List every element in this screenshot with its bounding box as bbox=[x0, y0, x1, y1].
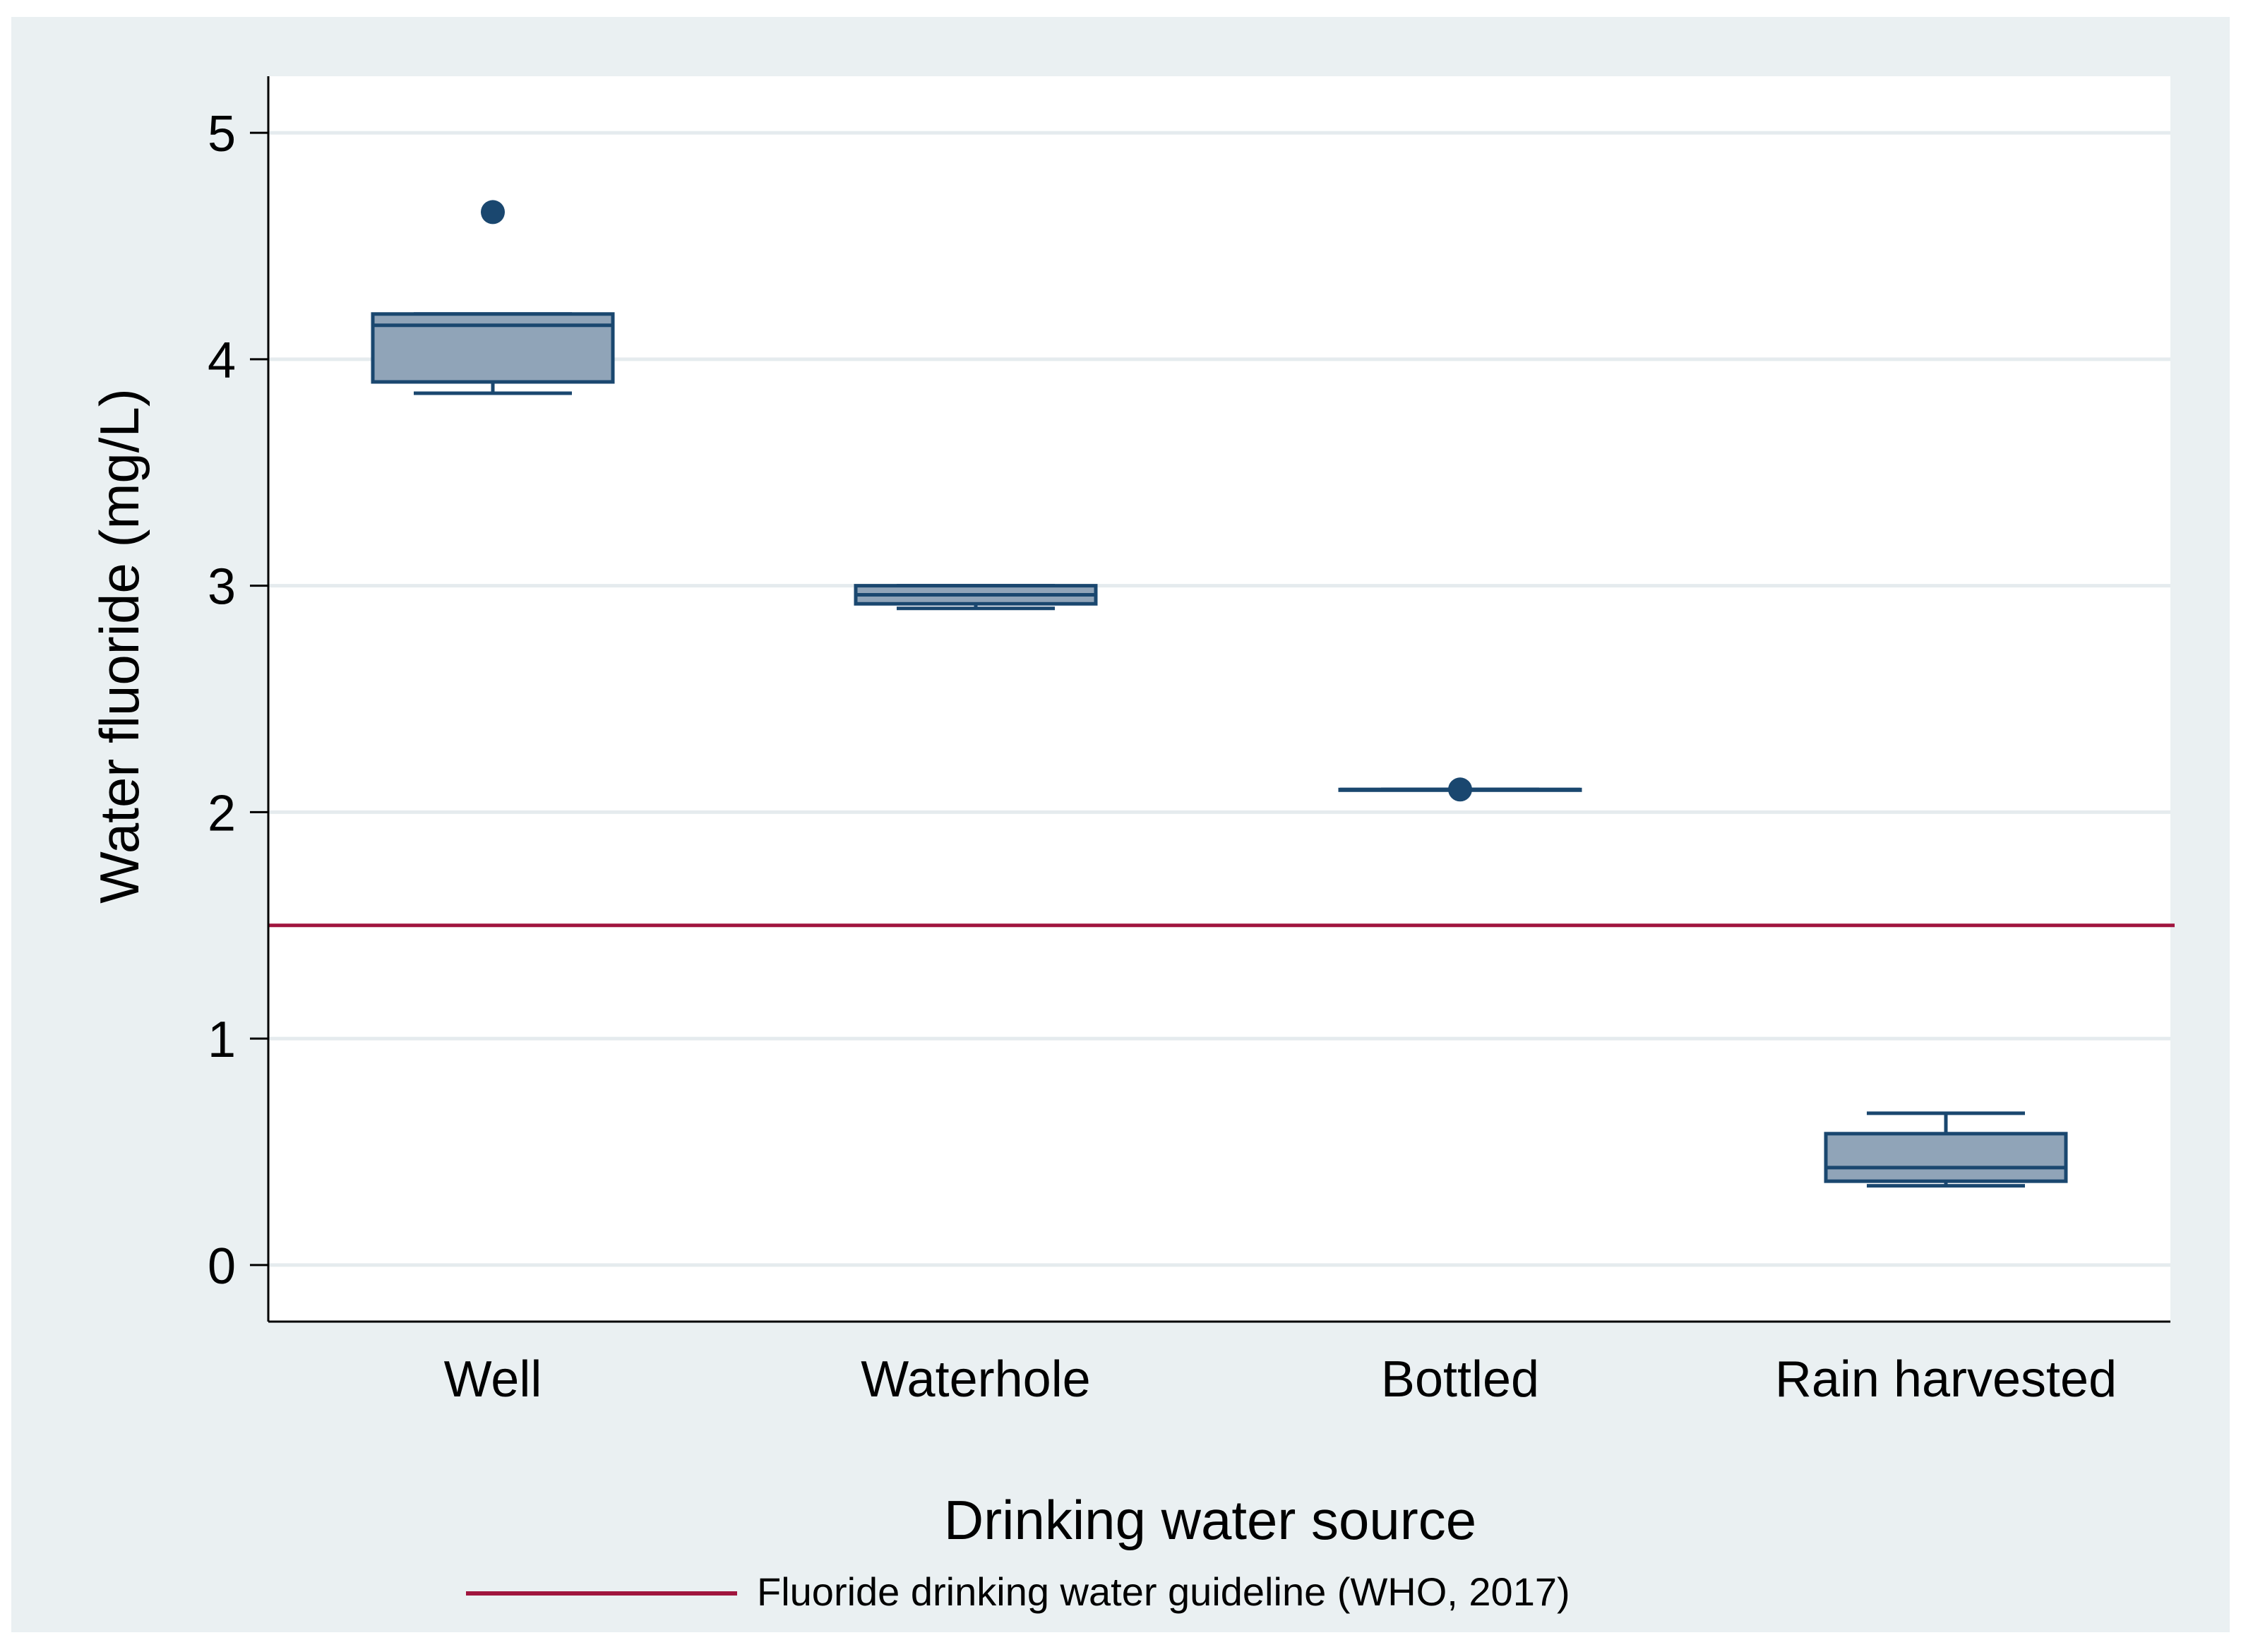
y-tick-label-3: 3 bbox=[208, 559, 236, 616]
box-iqr-rain-harvested bbox=[1824, 1132, 2068, 1183]
x-tick-label-well: Well bbox=[444, 1351, 542, 1408]
outlier-point-bottled-0 bbox=[1448, 777, 1472, 802]
y-tick-label-4: 4 bbox=[208, 333, 236, 389]
x-axis-label: Drinking water source bbox=[944, 1489, 1476, 1551]
outlier-point-well-0 bbox=[481, 200, 505, 225]
y-tick-label-5: 5 bbox=[208, 106, 236, 162]
y-tick-label-2: 2 bbox=[208, 785, 236, 842]
box-plots bbox=[371, 200, 2068, 1188]
x-tick-label-bottled: Bottled bbox=[1381, 1351, 1539, 1408]
y-axis-ticks: 0 1 2 3 4 5 bbox=[208, 106, 268, 1295]
y-tick-label-1: 1 bbox=[208, 1012, 236, 1068]
box-group-waterhole bbox=[854, 584, 1098, 611]
x-tick-label-rain-harvested: Rain harvested bbox=[1775, 1351, 2117, 1408]
x-axis-ticks: Well Waterhole Bottled Rain harvested bbox=[444, 1351, 2117, 1408]
box-group-bottled bbox=[1338, 777, 1582, 802]
legend-reference-label: Fluoride drinking water guideline (WHO, … bbox=[757, 1569, 1570, 1614]
x-tick-label-waterhole: Waterhole bbox=[861, 1351, 1090, 1408]
box-group-well bbox=[371, 200, 615, 395]
y-tick-label-0: 0 bbox=[208, 1238, 236, 1295]
box-group-rain-harvested bbox=[1824, 1111, 2068, 1188]
y-axis-label: Water fluoride (mg/L) bbox=[88, 388, 150, 904]
plot-area bbox=[268, 76, 2170, 1322]
